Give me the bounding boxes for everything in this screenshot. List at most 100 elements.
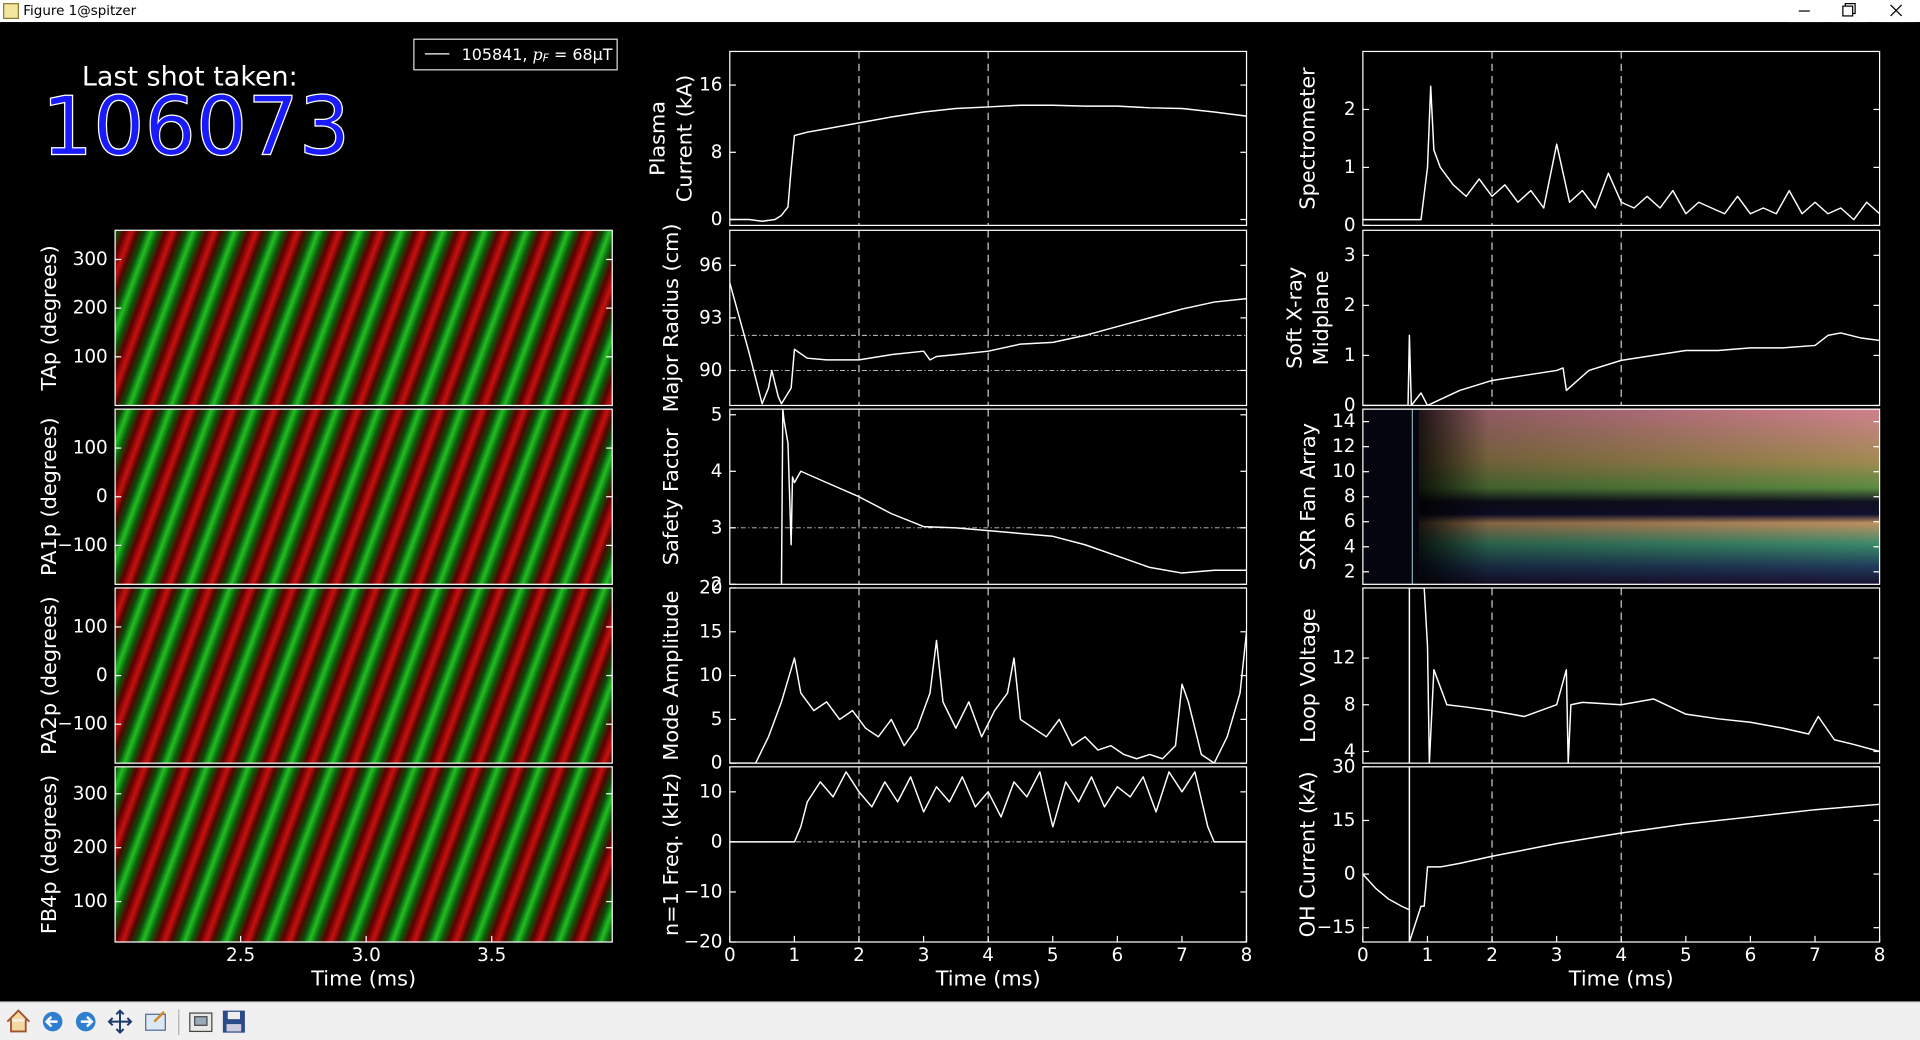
y-tick-label: 90 <box>699 360 722 381</box>
y-tick-label: 15 <box>1332 810 1355 831</box>
x-tick-label: 1 <box>789 945 801 966</box>
y-tick-label: 4 <box>1344 536 1356 557</box>
window-title: Figure 1@spitzer <box>23 3 136 19</box>
phase-image <box>115 587 613 764</box>
plot-area <box>1362 409 1880 585</box>
y-axis-label: n=1 Freq. (kHz) <box>659 773 683 936</box>
subplot: 2 4 6 8 10 12 14 SXR Fan Array <box>1296 408 1881 585</box>
y-tick-label: 96 <box>699 255 722 276</box>
restore-button[interactable] <box>1831 0 1867 23</box>
x-tick-label: 3 <box>918 945 930 966</box>
legend-subscript: F <box>543 51 550 64</box>
subplot: 0 5 10 15 20 Mode Amplitude <box>659 577 1248 774</box>
plot-area <box>729 51 1247 226</box>
y-tick-label: 93 <box>699 307 722 328</box>
subplot: 4 8 12 Loop Voltage <box>1296 587 1881 764</box>
signal-line <box>1408 587 1880 764</box>
axes-frame <box>114 766 613 943</box>
fan-image-fade <box>1419 409 1880 585</box>
y-tick-label: 1 <box>1344 157 1356 178</box>
toolbar <box>0 1002 1920 1040</box>
shot-number: 106073 <box>42 80 351 174</box>
y-axis-label: Midplane <box>1309 271 1333 366</box>
subplot: −100 0 100 PA2p (degrees) <box>37 587 613 764</box>
y-tick-label: 3 <box>1344 245 1356 266</box>
y-axis-label: Current (kA) <box>672 75 696 202</box>
phase-image <box>115 409 613 585</box>
back-button[interactable] <box>42 1011 63 1032</box>
x-tick-label: 0 <box>724 945 736 966</box>
plot-area <box>115 766 613 943</box>
x-axis-label: Time (ms) <box>1568 967 1674 991</box>
subplot: 90 93 96 Major Radius (cm) <box>659 223 1248 412</box>
subplot: 100 200 300 2.5 3.0 3.5 Time (ms) FB4p (degrees… <box>37 766 613 991</box>
plot-area <box>729 587 1247 764</box>
x-tick-label: 7 <box>1176 945 1188 966</box>
y-tick-label: 0 <box>711 831 723 852</box>
y-axis-label: Mode Amplitude <box>659 591 683 761</box>
y-axis-label: Safety Factor <box>659 428 683 565</box>
subplot: 0 8 16 Plasma Current (kA) <box>646 50 1248 230</box>
x-axis-label: Time (ms) <box>935 967 1041 991</box>
zoom-button[interactable] <box>145 1010 166 1031</box>
y-tick-label: 10 <box>699 665 722 686</box>
axes-frame <box>1362 229 1881 407</box>
y-tick-label: −15 <box>1317 917 1356 938</box>
signal-line <box>1362 332 1880 406</box>
y-tick-label: 8 <box>1344 694 1356 715</box>
legend-label: 105841, pF = 68μT <box>462 44 613 67</box>
minimize-button[interactable] <box>1787 0 1823 23</box>
x-tick-label: 3.5 <box>477 945 506 966</box>
x-tick-label: 4 <box>982 945 994 966</box>
save-button[interactable] <box>222 1010 245 1033</box>
x-tick-label: 0 <box>1357 945 1369 966</box>
y-tick-label: 14 <box>1332 411 1355 432</box>
y-tick-label: 8 <box>1344 486 1356 507</box>
plot-area <box>115 409 613 585</box>
y-tick-label: 3 <box>711 517 723 538</box>
y-axis-label: TAp (degrees) <box>37 245 61 391</box>
forward-button[interactable] <box>75 1011 96 1032</box>
y-axis-label: PA2p (degrees) <box>37 596 61 755</box>
plot-area <box>729 766 1247 943</box>
title-bar <box>0 0 1920 23</box>
close-button[interactable] <box>1878 0 1916 23</box>
y-tick-label: 100 <box>73 616 108 637</box>
shot-label: Last shot taken: <box>82 62 298 93</box>
x-tick-label: 2 <box>853 945 865 966</box>
y-tick-label: 300 <box>73 249 108 270</box>
y-tick-label: 20 <box>699 577 722 598</box>
y-tick-label: 12 <box>1332 648 1355 669</box>
configure-button[interactable] <box>189 1012 213 1033</box>
plot-area <box>1362 230 1880 406</box>
y-tick-label: 6 <box>1344 511 1356 532</box>
y-tick-label: 200 <box>73 837 108 858</box>
y-tick-label: 2 <box>711 574 723 595</box>
y-tick-label: 4 <box>1344 741 1356 762</box>
y-tick-label: 100 <box>73 346 108 367</box>
subplot: −20 −10 0 10 0 1 2 3 4 5 6 7 8 Time (ms) n=1 Freq. (kH… <box>659 766 1253 991</box>
x-tick-label: 3 <box>1551 945 1563 966</box>
x-tick-label: 6 <box>1112 945 1124 966</box>
y-tick-label: 100 <box>73 438 108 459</box>
y-tick-label: 0 <box>711 209 723 230</box>
subplot: −100 0 100 PA1p (degrees) <box>37 408 613 585</box>
phase-image <box>115 766 613 943</box>
x-tick-label: 8 <box>1241 945 1253 966</box>
pan-button[interactable] <box>107 1009 133 1035</box>
y-axis-label: FB4p (degrees) <box>37 775 61 934</box>
plot-area <box>729 230 1247 406</box>
y-axis-label: Spectrometer <box>1296 67 1320 210</box>
y-tick-label: 15 <box>699 621 722 642</box>
y-axis-label: Loop Voltage <box>1296 608 1320 743</box>
plot-area <box>115 587 613 764</box>
y-tick-label: 0 <box>96 486 108 507</box>
home-button[interactable] <box>6 1009 31 1033</box>
y-tick-label: 8 <box>711 142 723 163</box>
x-axis-label: Time (ms) <box>310 967 416 991</box>
y-tick-label: 4 <box>711 461 723 482</box>
y-axis-label: SXR Fan Array <box>1296 423 1320 570</box>
y-tick-label: 200 <box>73 298 108 319</box>
